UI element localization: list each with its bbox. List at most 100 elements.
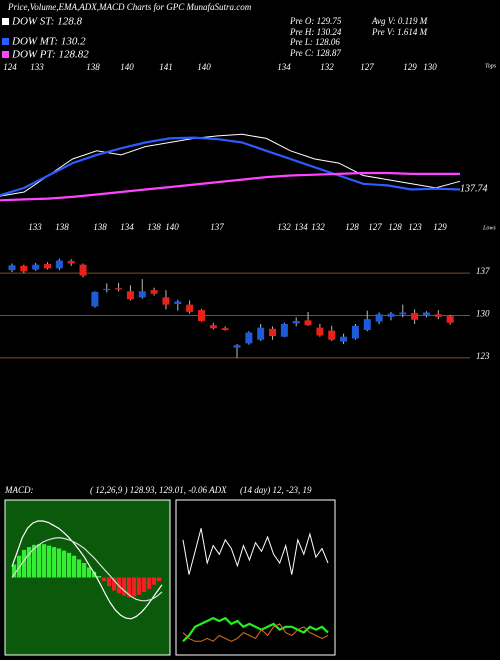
trough-label: 129 bbox=[433, 222, 447, 232]
legend-label: DOW ST: 128.8 bbox=[11, 16, 82, 28]
peak-label: 129 bbox=[403, 62, 417, 72]
peak-label: 127 bbox=[360, 62, 374, 72]
indicator-line bbox=[11, 536, 163, 602]
macd-bar bbox=[142, 577, 147, 592]
candle-body bbox=[162, 297, 170, 305]
macd-bar bbox=[77, 559, 82, 578]
peak-label: 130 bbox=[423, 62, 437, 72]
macd-bar bbox=[27, 547, 32, 578]
macd-bar bbox=[152, 577, 157, 585]
indicator-line bbox=[182, 623, 329, 642]
peak-label: 138 bbox=[86, 62, 100, 72]
candle-body bbox=[197, 310, 205, 321]
macd-bar bbox=[22, 549, 27, 578]
candle-body bbox=[115, 288, 123, 290]
macd-params: ( 12,26,9 ) 128.93, 129.01, -0.06 ADX bbox=[90, 485, 227, 495]
trough-label: 133 bbox=[28, 222, 42, 232]
candle-body bbox=[316, 327, 324, 336]
candle-body bbox=[280, 324, 288, 337]
y-tick-label: 123 bbox=[476, 351, 490, 361]
candle-body bbox=[174, 301, 182, 305]
tops-label: Tops bbox=[485, 63, 497, 69]
candle-body bbox=[351, 325, 359, 339]
trough-label: 140 bbox=[165, 222, 179, 232]
candle-body bbox=[44, 264, 52, 269]
trough-label: 123 bbox=[408, 222, 422, 232]
macd-bar bbox=[67, 552, 72, 578]
stat-text: Avg V: 0.119 M bbox=[371, 16, 428, 26]
indicator-line bbox=[11, 520, 163, 620]
y-tick-label: 137 bbox=[476, 266, 490, 276]
macd-bar bbox=[147, 577, 152, 590]
trough-label: 138 bbox=[55, 222, 69, 232]
trough-label: 134 bbox=[294, 222, 308, 232]
candle-body bbox=[411, 313, 419, 320]
indicator-line bbox=[0, 133, 461, 197]
candle-body bbox=[363, 319, 371, 331]
macd-bar bbox=[32, 544, 37, 578]
candle-body bbox=[32, 264, 40, 270]
peak-label: 140 bbox=[197, 62, 211, 72]
trough-label: 138 bbox=[147, 222, 161, 232]
macd-bar bbox=[57, 548, 62, 578]
peak-label: 124 bbox=[3, 62, 17, 72]
macd-bar bbox=[107, 577, 112, 587]
macd-bar bbox=[42, 544, 47, 578]
candle-body bbox=[186, 304, 194, 312]
candle-body bbox=[269, 328, 277, 337]
candle-body bbox=[233, 345, 241, 348]
peak-label: 133 bbox=[30, 62, 44, 72]
legend-label: DOW PT: 128.82 bbox=[11, 49, 89, 61]
macd-bar bbox=[102, 577, 107, 582]
macd-bar bbox=[52, 547, 57, 578]
indicator-line bbox=[182, 616, 329, 643]
indicator-line bbox=[0, 136, 461, 197]
chart-title: Price,Volume,EMA,ADX,MACD Charts for GPC… bbox=[7, 2, 252, 12]
peak-label: 141 bbox=[159, 62, 173, 72]
candle-body bbox=[79, 264, 87, 276]
candle-body bbox=[387, 313, 395, 317]
stat-text: Pre V: 1.614 M bbox=[371, 27, 428, 37]
peak-label: 134 bbox=[277, 62, 291, 72]
adx-panel bbox=[175, 499, 336, 656]
macd-bar bbox=[47, 545, 52, 578]
trough-label: 128 bbox=[345, 222, 359, 232]
legend-swatch bbox=[2, 51, 9, 58]
peak-label: 132 bbox=[320, 62, 334, 72]
trough-label: 132 bbox=[277, 222, 291, 232]
trough-label: 128 bbox=[388, 222, 402, 232]
trough-label: 127 bbox=[368, 222, 382, 232]
macd-bar bbox=[92, 571, 97, 578]
macd-bar bbox=[137, 577, 142, 595]
legend-swatch bbox=[2, 18, 9, 25]
candle-body bbox=[91, 291, 99, 307]
macd-bar bbox=[122, 577, 127, 596]
candle-body bbox=[150, 290, 158, 294]
macd-bar bbox=[132, 577, 137, 597]
stat-text: Pre O: 129.75 bbox=[289, 16, 342, 26]
candle-body bbox=[103, 288, 111, 291]
macd-bar bbox=[72, 555, 77, 578]
macd-bar bbox=[37, 544, 42, 578]
trough-label: 134 bbox=[120, 222, 134, 232]
macd-bar bbox=[127, 577, 132, 598]
candle-body bbox=[422, 312, 430, 316]
macd-label: MACD: bbox=[4, 485, 34, 495]
stat-text: Pre L: 128.06 bbox=[289, 37, 340, 47]
candle-body bbox=[340, 336, 348, 342]
peak-label: 140 bbox=[120, 62, 134, 72]
lows-label: Lows bbox=[482, 225, 496, 231]
macd-bar bbox=[62, 550, 67, 578]
macd-bar bbox=[157, 577, 162, 582]
candle-body bbox=[8, 265, 16, 271]
candle-body bbox=[209, 325, 217, 329]
candle-body bbox=[399, 312, 407, 315]
trough-label: 138 bbox=[93, 222, 107, 232]
macd-bar bbox=[97, 576, 102, 578]
stat-text: Pre C: 128.87 bbox=[289, 48, 341, 58]
candle-body bbox=[221, 328, 229, 331]
legend-label: DOW MT: 130.2 bbox=[11, 36, 86, 48]
candle-body bbox=[67, 261, 75, 264]
candle-body bbox=[328, 330, 336, 340]
